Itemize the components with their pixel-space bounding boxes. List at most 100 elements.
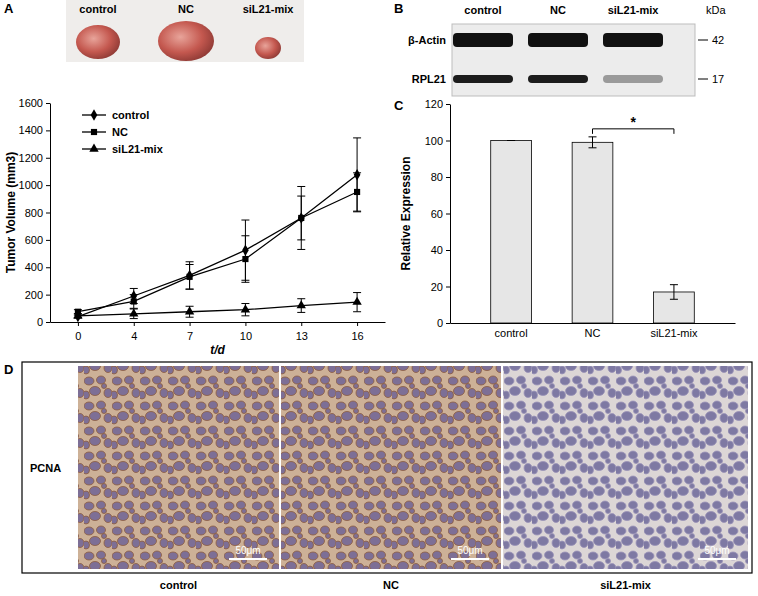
western-blot: controlNCsiL21-mixβ-ActinRPL21kDa4217 [408,4,726,96]
tick-mark [46,158,50,159]
tick-label: 800 [25,207,43,219]
tick-mark [46,130,50,131]
lane-label: siL21-mix [608,4,660,16]
tick: 120 [425,98,450,110]
tick: 1200 [19,152,50,164]
tick: 1400 [19,124,50,136]
tick-label: 10 [240,330,252,342]
band-label: β-Actin [408,34,446,46]
error-bar [130,309,138,319]
photo-label: control [79,3,116,15]
y-axis-title: Tumor Volume (mm3) [4,152,18,274]
tick-label: 400 [25,261,43,273]
error-bar [130,295,138,309]
photo-label: NC [178,3,194,15]
marker [185,306,194,314]
ihc-panel: PCNA50μmcontrol50μmNC50μmsiL21-mix [22,362,752,591]
lane-label: NC [550,4,566,16]
line [78,175,357,317]
size-label: 17 [712,73,724,85]
tumor [76,25,120,59]
plot-area [491,137,695,323]
tick-label: 0 [437,317,443,329]
blot-band [453,75,513,83]
scale-bar [451,558,489,560]
tick-mark [46,213,50,214]
tick-label: 0 [75,330,81,342]
axis-line [50,104,51,323]
tick-mark [446,104,450,105]
tick-label: 1000 [19,179,43,191]
tick: NC [585,323,601,339]
blot-membrane [452,24,695,96]
scale-bar [698,558,736,560]
column-label: NC [383,579,399,591]
tick-mark [46,103,50,104]
error-bar [353,173,361,211]
tick-label: 120 [425,98,443,110]
marker [242,256,248,262]
line [78,192,357,312]
size-marker [698,79,708,80]
tick: 800 [25,207,50,219]
tick-mark [446,250,450,251]
legend-entry: control [82,109,149,121]
tick-label: 1600 [19,97,43,109]
legend-marker [89,144,98,152]
tick-mark [46,322,50,323]
legend-label: siL21-mix [112,143,164,155]
tick-mark [245,322,246,326]
line [78,302,357,316]
error-bar [353,138,361,212]
tick-mark [46,295,50,296]
y-axis-title: Relative Expression [399,156,413,270]
tick-label: 200 [25,289,43,301]
legend: control NC siL21-mix [82,109,164,155]
tick-label: 100 [425,135,443,147]
tick: 600 [25,234,50,246]
marker [131,298,137,304]
tick-label: 1400 [19,124,43,136]
marker [129,308,138,316]
tick: 40 [431,244,450,256]
ihc-image [78,366,279,569]
panel-label: D [4,362,13,377]
photo-label: siL21-mix [243,3,295,15]
plot-area [73,138,362,322]
legend-entry: NC [82,126,128,138]
x-axis: controlNCsiL21-mix [451,323,736,339]
tick-mark [134,322,135,326]
tick-label: 0 [37,316,43,328]
ihc-image [281,366,501,569]
tick: siL21-mix [650,323,698,339]
size-label: 42 [712,34,724,46]
tick-mark [190,322,191,326]
marker [297,300,306,308]
y-axis: 0 200 400 600 800 1000 1200 1400 1600 [19,97,51,328]
tick: 0 [37,316,50,328]
tick: 4 [131,322,137,342]
panel-label: A [4,1,14,16]
tick-label: 60 [431,208,443,220]
annotation: * [630,114,636,130]
column-label: control [160,579,197,591]
axis-line [51,322,386,323]
size-marker [698,40,708,41]
tick-mark [446,214,450,215]
tick: 10 [240,322,252,342]
tick-mark [446,323,450,324]
panel-label: C [394,98,404,113]
lane-label: control [464,4,501,16]
band-label: RPL21 [412,73,446,85]
marker [73,310,82,318]
error-bar [297,196,305,240]
ihc-image [503,366,748,569]
row-label: PCNA [30,462,61,474]
tumor [158,21,214,61]
error-bar [670,285,678,300]
marker [187,274,193,280]
tick-mark [446,287,450,288]
panel-label: B [394,1,403,16]
panel-frame [22,362,752,573]
tick-label: 13 [296,330,308,342]
